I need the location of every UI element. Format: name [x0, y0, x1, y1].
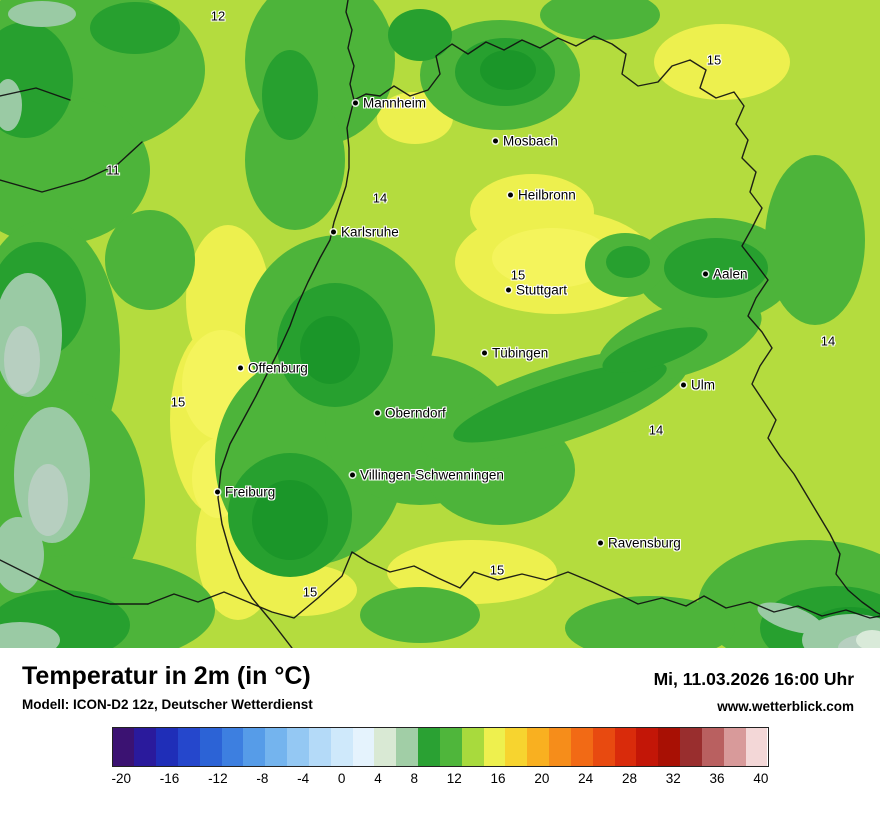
colorbar-cell [461, 728, 484, 766]
colorbar-cell [330, 728, 353, 766]
legend-tick: 24 [578, 771, 594, 786]
colorbar-cell [265, 728, 288, 766]
colorbar-cell [308, 728, 331, 766]
legend-tick: 8 [410, 771, 418, 786]
colorbar-cell [352, 728, 375, 766]
legend-tick: 28 [621, 771, 637, 786]
legend-tick: -16 [159, 771, 180, 786]
colorbar-cell [287, 728, 309, 766]
colorbar-cell [396, 728, 419, 766]
temperature-legend: -20 -16 -12 -8 -4 0 4 8 12 16 20 24 28 32 36 40 [0, 727, 880, 786]
colorbar-cell [680, 728, 702, 766]
legend-tick: 36 [709, 771, 725, 786]
colorbar-cell [592, 728, 615, 766]
footer-left: Temperatur in 2m (in °C) Modell: ICON-D2… [22, 662, 313, 712]
colorbar-cell [243, 728, 266, 766]
legend-tick: -20 [111, 771, 132, 786]
forecast-datetime: Mi, 11.03.2026 16:00 Uhr [653, 669, 854, 689]
temperature-colorbar [111, 727, 769, 767]
colorbar-cell [199, 728, 222, 766]
colorbar-cell [374, 728, 397, 766]
colorbar-cell [505, 728, 528, 766]
colorbar-cell [418, 728, 440, 766]
colorbar-cell [570, 728, 593, 766]
legend-tick: 4 [374, 771, 382, 786]
footer: Temperatur in 2m (in °C) Modell: ICON-D2… [0, 648, 880, 830]
colorbar-cell [723, 728, 746, 766]
legend-tick: -12 [208, 771, 228, 786]
legend-tick: 16 [490, 771, 506, 786]
legend-tick: 20 [534, 771, 550, 786]
colorbar-cell [177, 728, 200, 766]
colorbar-cell [614, 728, 637, 766]
colorbar-cell [221, 728, 244, 766]
footer-right: Mi, 11.03.2026 16:00 Uhr www.wetterblick… [654, 662, 854, 714]
legend-tick-labels: -20 -16 -12 -8 -4 0 4 8 12 16 20 24 28 32 36 40 [112, 771, 769, 786]
colorbar-cell [527, 728, 550, 766]
colorbar-cell [658, 728, 681, 766]
website-url: www.wetterblick.com [717, 699, 854, 714]
page-title: Temperatur in 2m (in °C) [22, 662, 311, 690]
colorbar-cell [156, 728, 178, 766]
colorbar-cell [134, 728, 157, 766]
colorbar-cell [549, 728, 571, 766]
colorbar-cell [745, 728, 768, 766]
border-lines [0, 0, 880, 648]
colorbar-cell [701, 728, 724, 766]
legend-tick: 12 [446, 771, 462, 786]
model-info: Modell: ICON-D2 12z, Deutscher Wetterdie… [22, 696, 313, 712]
legend-tick: -8 [256, 771, 269, 786]
legend-tick: -4 [297, 771, 310, 786]
footer-header-row: Temperatur in 2m (in °C) Modell: ICON-D2… [0, 648, 880, 714]
colorbar-cell [483, 728, 506, 766]
colorbar-cell [636, 728, 659, 766]
legend-tick: 32 [665, 771, 681, 786]
legend-tick: 0 [337, 771, 346, 786]
legend-tick: 40 [753, 771, 769, 786]
map-area: Mannheim Mosbach Heilbronn Karlsruhe Stuttga… [0, 0, 880, 648]
colorbar-cell [112, 728, 135, 766]
colorbar-cell [439, 728, 462, 766]
temperature-map-svg [0, 0, 880, 648]
